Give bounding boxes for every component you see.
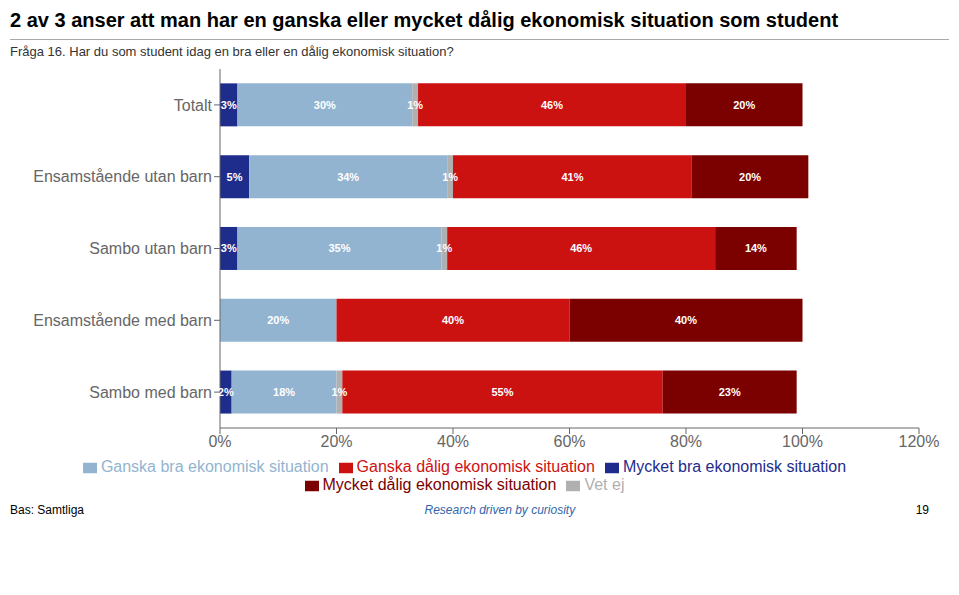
svg-text:41%: 41%	[561, 171, 583, 183]
svg-text:80%: 80%	[670, 433, 702, 450]
html-text:Ganska dålig ekonomisk situati: Ganska dålig ekonomisk situation	[356, 458, 595, 475]
svg-text:3%: 3%	[221, 99, 237, 111]
svg-text:3%: 3%	[221, 242, 237, 254]
svg-text:1%: 1%	[407, 99, 423, 111]
svg-text:30%: 30%	[314, 99, 336, 111]
svg-text:1%: 1%	[442, 171, 458, 183]
svg-text:5%: 5%	[227, 171, 243, 183]
html-text:Fråga 16. Har du som student i: Fråga 16. Har du som student idag en bra…	[10, 44, 454, 59]
html-text:Bas: Samtliga: Bas: Samtliga	[10, 503, 84, 517]
svg-text:18%: 18%	[273, 386, 295, 398]
svg-text:100%: 100%	[782, 433, 823, 450]
svg-text:46%: 46%	[570, 242, 592, 254]
svg-text:20%: 20%	[739, 171, 761, 183]
svg-text:1%: 1%	[436, 242, 452, 254]
svg-text:20%: 20%	[733, 99, 755, 111]
svg-text:55%: 55%	[491, 386, 513, 398]
svg-text:40%: 40%	[675, 314, 697, 326]
svg-text:Sambo med barn: Sambo med barn	[89, 384, 212, 401]
svg-text:0%: 0%	[208, 433, 231, 450]
html-text:Mycket bra ekonomisk situation: Mycket bra ekonomisk situation	[622, 458, 847, 475]
html-text:Vet ej: Vet ej	[584, 476, 625, 493]
svg-text:14%: 14%	[745, 242, 767, 254]
svg-text:60%: 60%	[553, 433, 585, 450]
svg-text:34%: 34%	[337, 171, 359, 183]
svg-text:Sambo utan barn: Sambo utan barn	[89, 240, 212, 257]
svg-text:1%: 1%	[331, 386, 347, 398]
svg-text:35%: 35%	[328, 242, 350, 254]
html-text:2 av 3 anser att man har en ga: 2 av 3 anser att man har en ganska eller…	[10, 9, 839, 31]
svg-text:40%: 40%	[442, 314, 464, 326]
html-text:Mycket dålig ekonomisk situati: Mycket dålig ekonomisk situation	[322, 476, 557, 493]
svg-text:20%: 20%	[320, 433, 352, 450]
svg-text:20%: 20%	[267, 314, 289, 326]
svg-text:40%: 40%	[437, 433, 469, 450]
svg-text:Ensamstående utan barn: Ensamstående utan barn	[33, 168, 212, 185]
html-text:Research driven by curiosity: Research driven by curiosity	[424, 503, 576, 517]
svg-text:46%: 46%	[541, 99, 563, 111]
svg-text:Totalt: Totalt	[174, 97, 213, 114]
svg-text:120%: 120%	[899, 433, 940, 450]
html-text:19: 19	[915, 503, 929, 517]
html-text:Ganska bra ekonomisk situation: Ganska bra ekonomisk situation	[100, 458, 329, 475]
svg-text:Ensamstående med barn: Ensamstående med barn	[33, 312, 212, 329]
svg-text:23%: 23%	[719, 386, 741, 398]
svg-text:2%: 2%	[218, 386, 234, 398]
